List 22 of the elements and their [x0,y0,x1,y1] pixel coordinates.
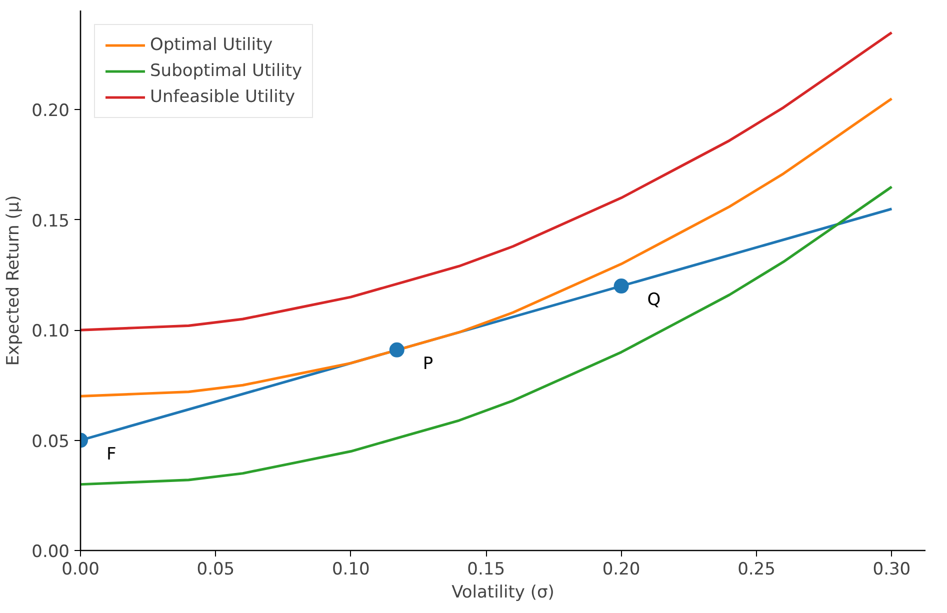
y-tick-label: 0.10 [32,322,70,342]
y-axis-title: Expected Return (μ) [4,195,24,366]
legend-label: Suboptimal Utility [150,61,302,81]
annotation: P [422,354,434,374]
x-tick-label: 0.05 [196,560,235,580]
line-series [80,186,893,486]
x-tick-label: 0.20 [602,560,640,580]
x-tick-label: 0.30 [872,560,911,580]
y-tick-label: 0.05 [32,432,70,452]
y-tick-label: 0.15 [32,211,70,232]
x-tick-label: 0.25 [738,560,776,580]
x-tick-label: 0.15 [467,560,506,580]
y-tick-label: 0.00 [32,542,70,562]
legend-label: Unfeasible Utility [150,87,296,107]
y-tick-label: 0.20 [32,101,70,122]
annotation: F [106,444,116,464]
line-series [80,31,893,332]
legend-label: Optimal Utility [150,35,273,55]
x-tick-label: 0.10 [332,560,370,580]
x-tick-label: 0.00 [62,560,100,580]
annotation: Q [647,290,661,310]
x-axis-title: Volatility (σ) [452,582,554,602]
